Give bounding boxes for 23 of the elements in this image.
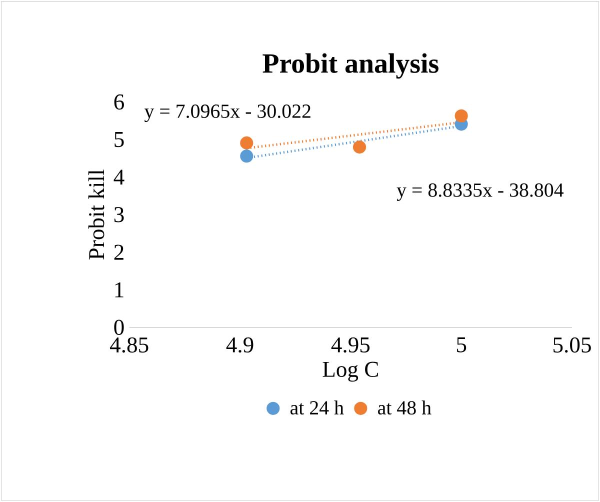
chart-title: Probit analysis: [262, 53, 438, 79]
x-tick-label: 5.05: [554, 337, 591, 353]
y-tick-label: 0: [114, 320, 124, 335]
legend-label: at 24 h: [290, 400, 344, 415]
point: [454, 109, 468, 122]
x-tick-label: 4.9: [226, 337, 254, 353]
point: [352, 140, 366, 154]
y-tick-label: 5: [114, 132, 124, 148]
point: [240, 136, 254, 150]
y-tick-label: 1: [115, 282, 124, 298]
x-tick-label: 5: [457, 337, 466, 352]
x-tick-label: 4.95: [331, 337, 370, 353]
legend-label: at 48 h: [378, 400, 432, 415]
y-tick-label: 2: [114, 244, 124, 260]
x-tick-label: 4.85: [110, 337, 148, 353]
x-axis-title: Log C: [322, 362, 378, 382]
y-tick-label: 4: [114, 170, 124, 185]
annotation: y = 8.8335x - 38.804: [396, 183, 564, 201]
annotation: y = 7.0965x - 30.022: [144, 104, 310, 122]
point: [240, 150, 254, 163]
y-tick-label: 6: [114, 94, 124, 110]
y-axis-title: Probit kill: [88, 170, 104, 260]
y-tick-label: 3: [114, 207, 124, 222]
